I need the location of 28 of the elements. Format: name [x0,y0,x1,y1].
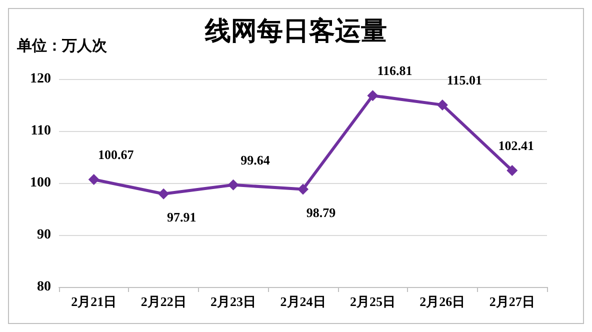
x-tick-label: 2月26日 [420,294,466,309]
data-label: 100.67 [98,147,134,162]
x-tick-label: 2月23日 [210,294,256,309]
point [298,184,308,195]
x-tick-label: 2月22日 [140,294,186,309]
y-tick-label: 90 [37,228,51,242]
y-tick-label: 100 [30,176,51,190]
y-tick-label: 80 [37,280,51,294]
y-tick-label: 120 [30,72,51,86]
x-tick-label: 2月24日 [280,294,326,309]
data-label: 115.01 [446,72,482,88]
point [228,179,239,190]
chart-title: 线网每日客运量 [204,16,387,46]
data-label: 102.41 [498,138,534,153]
data-label: 97.91 [166,209,196,224]
point [88,174,100,186]
x-tick-label: 2月27日 [489,294,535,309]
point [158,188,170,200]
y-tick-label: 110 [30,124,51,138]
x-tick-label: 2月21日 [71,294,117,309]
data-label: 116.81 [377,63,412,78]
text: 单位：万人次 [16,38,108,54]
data-label: 98.79 [306,204,336,220]
point [436,99,448,110]
data-label: 99.64 [240,152,270,168]
point [506,164,518,176]
point [367,90,378,102]
x-tick-label: 2月25日 [350,294,396,309]
